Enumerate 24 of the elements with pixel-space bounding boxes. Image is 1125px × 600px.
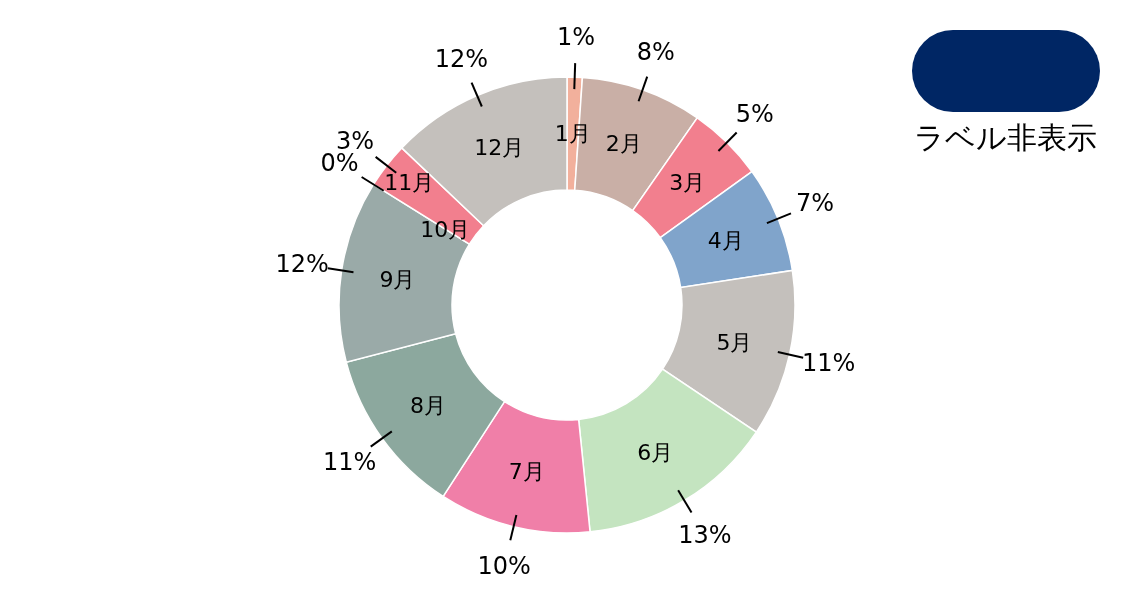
data-label: 1% xyxy=(557,23,596,52)
data-label: 5% xyxy=(735,99,774,128)
data-label: 12% xyxy=(434,44,488,73)
slice-label: 2月 xyxy=(605,130,642,156)
slice-label: 1月 xyxy=(554,121,591,147)
text: ラベル非表示 xyxy=(912,119,1098,157)
slice-label: 3月 xyxy=(669,170,706,196)
data-label: 11% xyxy=(322,447,377,476)
slice-label: 8月 xyxy=(409,392,446,418)
slice-label: 7月 xyxy=(508,459,545,485)
data-label: 8% xyxy=(636,38,675,67)
slice-label: 5月 xyxy=(716,329,753,355)
data-label: 7% xyxy=(795,189,835,218)
category-label: 10月 xyxy=(420,216,471,242)
text: 0% xyxy=(320,149,359,178)
data-label: 12% xyxy=(275,250,329,279)
slice-label: 11月 xyxy=(384,170,435,196)
data-label: 10% xyxy=(477,551,531,580)
slice-label: 9月 xyxy=(379,266,416,292)
slice-label: 4月 xyxy=(707,227,744,253)
data-label: 11% xyxy=(801,349,856,378)
data-label: 13% xyxy=(678,520,732,549)
slice-label: 12月 xyxy=(474,134,525,160)
slice-label: 6月 xyxy=(637,439,674,465)
